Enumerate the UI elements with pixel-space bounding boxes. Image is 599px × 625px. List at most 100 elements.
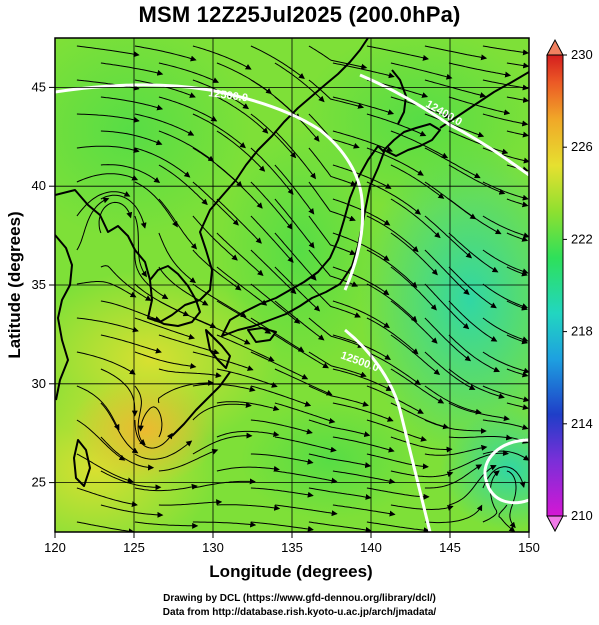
streamline (134, 215, 147, 278)
streamline (134, 385, 146, 446)
streamline (366, 147, 424, 176)
streamline (366, 317, 419, 355)
streamline (424, 351, 476, 390)
streamline (134, 483, 198, 492)
streamline (332, 232, 390, 261)
streamline (448, 334, 501, 373)
streamline (216, 430, 280, 438)
streamline (498, 504, 516, 532)
streamline (424, 79, 487, 98)
streamline (134, 250, 169, 300)
coastline-kuril (439, 71, 529, 129)
streamline (448, 198, 502, 235)
streamline (274, 436, 337, 453)
x-tick-label: 125 (123, 540, 145, 555)
streamline (250, 215, 294, 263)
streamline (192, 249, 242, 291)
streamline (448, 300, 498, 342)
streamline (192, 383, 256, 392)
streamline (250, 487, 314, 498)
streamline (274, 300, 325, 341)
chart-title: MSM 12Z25Jul2025 (200.0hPa) (138, 2, 461, 27)
streamline (76, 419, 126, 461)
contour-12500-north (55, 83, 365, 291)
streamline (390, 504, 454, 511)
streamline (482, 181, 529, 201)
streamline (192, 317, 251, 345)
streamline (424, 147, 481, 179)
streamline (390, 62, 453, 80)
streamline (506, 62, 529, 69)
streamline (332, 300, 390, 329)
colorbar-body (546, 54, 564, 517)
streamline (424, 419, 487, 434)
contour-12500-south (344, 328, 432, 532)
streamline (482, 283, 529, 309)
streamline (274, 368, 333, 396)
colorbar-tick-label: 210 (571, 508, 593, 523)
streamline (274, 402, 336, 424)
streamline (390, 266, 437, 311)
streamline (250, 419, 313, 435)
streamline (366, 283, 418, 323)
streamline (100, 300, 162, 322)
streamline (158, 334, 220, 355)
streamline (100, 130, 163, 146)
streamline (100, 334, 162, 354)
coastline-japan-shikoku (247, 327, 277, 343)
streamline (308, 521, 372, 532)
streamline (482, 215, 529, 239)
streamline (192, 521, 257, 528)
streamline (390, 470, 454, 478)
streamline (308, 79, 365, 109)
streamline (448, 130, 509, 155)
credit-data: Data from http://database.rish.kyoto-u.a… (162, 607, 437, 618)
streamline (100, 164, 161, 183)
streamline (390, 198, 441, 239)
x-tick-label: 150 (518, 540, 540, 555)
colorbar-tick-label: 226 (571, 139, 593, 154)
streamline (308, 215, 357, 256)
streamline (76, 191, 131, 217)
streamline (424, 317, 472, 362)
y-axis-ticks: 25 30 35 40 45 (32, 79, 55, 490)
streamline (134, 521, 199, 529)
streamline (332, 504, 396, 517)
streamline (274, 164, 315, 215)
streamline (250, 283, 301, 324)
streamline (506, 334, 529, 345)
coastline-asia-mainland (55, 38, 369, 323)
streamline (448, 402, 510, 422)
coastline-taiwan (73, 439, 91, 487)
streamline (100, 62, 164, 76)
streamline (482, 249, 529, 275)
streamline (157, 379, 215, 404)
streamline (192, 215, 238, 261)
x-tick-label: 140 (360, 540, 382, 555)
streamline (134, 419, 173, 449)
streamline (134, 181, 178, 228)
streamline (216, 164, 263, 209)
streamline (158, 62, 220, 83)
streamline (100, 265, 152, 301)
streamline (134, 147, 191, 178)
streamline (308, 385, 369, 407)
colorbar-max-arrow (546, 38, 564, 56)
height-contours (55, 73, 529, 532)
streamline (216, 96, 269, 134)
streamline (506, 402, 529, 410)
streamline (506, 368, 529, 378)
streamline (250, 385, 312, 407)
streamline (424, 215, 473, 259)
streamline (250, 351, 309, 380)
x-tick-label: 130 (202, 540, 224, 555)
y-tick-label: 40 (32, 178, 46, 193)
streamline (482, 351, 529, 374)
streamline (308, 317, 364, 348)
streamline (482, 466, 526, 489)
streamline (76, 351, 136, 375)
colorbar-ticks: 210 214 218 222 226 230 (563, 47, 593, 523)
streamline (76, 385, 120, 431)
coastline-sakhalin (391, 69, 407, 125)
